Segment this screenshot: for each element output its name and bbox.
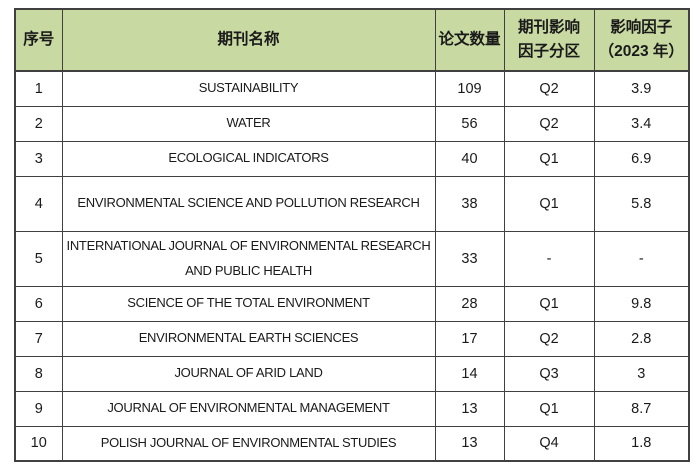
cell-journal: JOURNAL OF ENVIRONMENTAL MANAGEMENT xyxy=(61,390,436,427)
cell-journal: INTERNATIONAL JOURNAL OF ENVIRONMENTAL R… xyxy=(61,230,436,287)
cell-journal: SUSTAINABILITY xyxy=(61,70,436,107)
cell-journal: POLISH JOURNAL OF ENVIRONMENTAL STUDIES xyxy=(61,425,436,462)
cell-journal: ECOLOGICAL INDICATORS xyxy=(61,140,436,177)
cell-impact-factor: 3.4 xyxy=(593,105,690,142)
cell-papers: 13 xyxy=(434,425,505,462)
cell-papers: 56 xyxy=(434,105,505,142)
cell-no: 5 xyxy=(14,230,63,287)
cell-impact-factor: 3 xyxy=(593,355,690,392)
header-cell-papers: 论文数量 xyxy=(434,8,505,72)
cell-no: 10 xyxy=(14,425,63,462)
table-body: 1 SUSTAINABILITY 109 Q2 3.9 2 WATER 56 Q2 3.4 3 ECO… xyxy=(14,70,690,462)
table-row: 3 ECOLOGICAL INDICATORS 40 Q1 6.9 xyxy=(14,140,690,177)
table-row: 5 INTERNATIONAL JOURNAL OF ENVIRONMENTAL … xyxy=(14,230,690,287)
table-row: 9 JOURNAL OF ENVIRONMENTAL MANAGEMENT 13 Q1… xyxy=(14,390,690,427)
journal-table: 序号 期刊名称 论文数量 期刊影响 因子分区 影响因子 （2023 年） 1 SU… xyxy=(14,8,690,462)
header-cell-impact-factor: 影响因子 （2023 年） xyxy=(593,8,690,72)
cell-papers: 33 xyxy=(434,230,505,287)
table-row: 10 POLISH JOURNAL OF ENVIRONMENTAL STUDIE… xyxy=(14,425,690,462)
cell-quartile: Q2 xyxy=(503,70,595,107)
cell-papers: 38 xyxy=(434,175,505,232)
cell-no: 2 xyxy=(14,105,63,142)
cell-papers: 13 xyxy=(434,390,505,427)
cell-quartile: Q3 xyxy=(503,355,595,392)
cell-no: 7 xyxy=(14,320,63,357)
cell-impact-factor: 9.8 xyxy=(593,285,690,322)
cell-journal: ENVIRONMENTAL SCIENCE AND POLLUTION RESE… xyxy=(61,175,436,232)
cell-no: 8 xyxy=(14,355,63,392)
cell-quartile: Q1 xyxy=(503,390,595,427)
cell-no: 4 xyxy=(14,175,63,232)
cell-impact-factor: 1.8 xyxy=(593,425,690,462)
cell-impact-factor: 3.9 xyxy=(593,70,690,107)
cell-no: 3 xyxy=(14,140,63,177)
header-row: 序号 期刊名称 论文数量 期刊影响 因子分区 影响因子 （2023 年） xyxy=(14,8,690,72)
table-row: 8 JOURNAL OF ARID LAND 14 Q3 3 xyxy=(14,355,690,392)
header-cell-no: 序号 xyxy=(14,8,63,72)
cell-journal: ENVIRONMENTAL EARTH SCIENCES xyxy=(61,320,436,357)
cell-quartile: - xyxy=(503,230,595,287)
cell-papers: 109 xyxy=(434,70,505,107)
cell-no: 1 xyxy=(14,70,63,107)
cell-impact-factor: 8.7 xyxy=(593,390,690,427)
cell-papers: 28 xyxy=(434,285,505,322)
cell-no: 9 xyxy=(14,390,63,427)
header-cell-quartile: 期刊影响 因子分区 xyxy=(503,8,595,72)
table-row: 6 SCIENCE OF THE TOTAL ENVIRONMENT 28 Q1 9.8 xyxy=(14,285,690,322)
table-row: 2 WATER 56 Q2 3.4 xyxy=(14,105,690,142)
cell-quartile: Q1 xyxy=(503,175,595,232)
cell-journal: SCIENCE OF THE TOTAL ENVIRONMENT xyxy=(61,285,436,322)
header-cell-journal: 期刊名称 xyxy=(61,8,436,72)
table-row: 7 ENVIRONMENTAL EARTH SCIENCES 17 Q2 2.8 xyxy=(14,320,690,357)
cell-impact-factor: - xyxy=(593,230,690,287)
cell-quartile: Q1 xyxy=(503,285,595,322)
cell-journal: WATER xyxy=(61,105,436,142)
cell-papers: 17 xyxy=(434,320,505,357)
cell-impact-factor: 5.8 xyxy=(593,175,690,232)
cell-impact-factor: 2.8 xyxy=(593,320,690,357)
cell-papers: 40 xyxy=(434,140,505,177)
cell-quartile: Q4 xyxy=(503,425,595,462)
cell-quartile: Q1 xyxy=(503,140,595,177)
table-row: 1 SUSTAINABILITY 109 Q2 3.9 xyxy=(14,70,690,107)
cell-no: 6 xyxy=(14,285,63,322)
cell-impact-factor: 6.9 xyxy=(593,140,690,177)
cell-quartile: Q2 xyxy=(503,105,595,142)
cell-papers: 14 xyxy=(434,355,505,392)
cell-journal: JOURNAL OF ARID LAND xyxy=(61,355,436,392)
table-row: 4 ENVIRONMENTAL SCIENCE AND POLLUTION RES… xyxy=(14,175,690,232)
cell-quartile: Q2 xyxy=(503,320,595,357)
